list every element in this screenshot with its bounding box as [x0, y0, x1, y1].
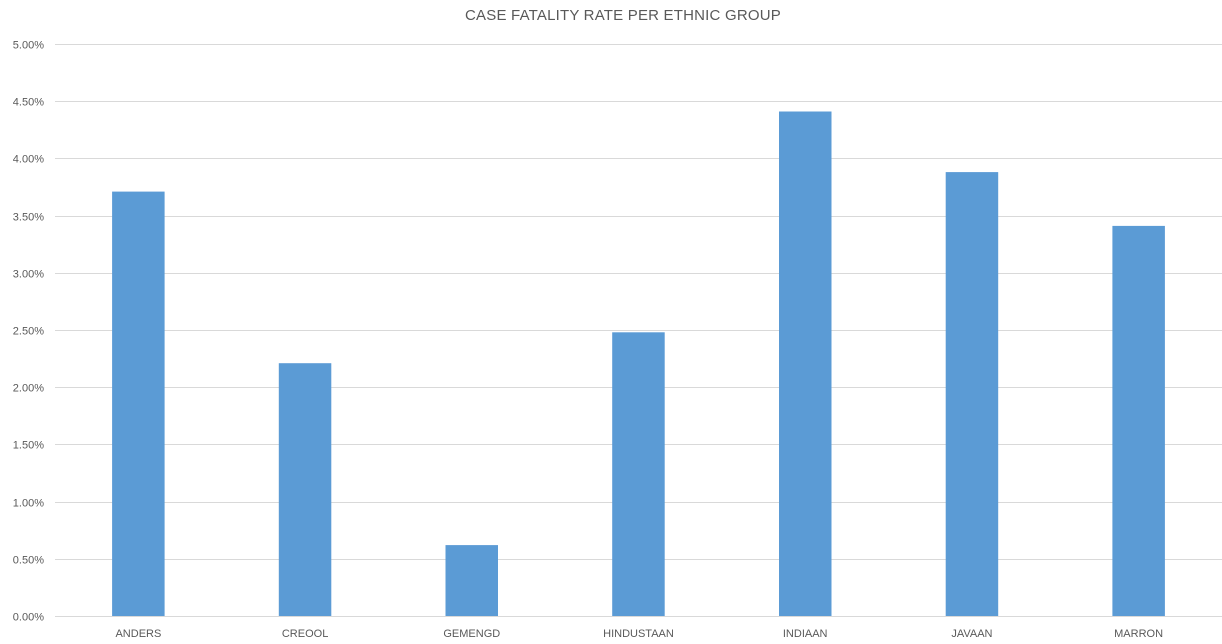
y-tick-label: 1.50% — [13, 440, 44, 452]
y-tick-label: 4.00% — [13, 154, 44, 166]
bar-gemengd — [445, 545, 498, 616]
bar-indiaan — [779, 111, 832, 616]
x-tick-label: HINDUSTAAN — [603, 628, 674, 640]
y-tick-label: 2.00% — [13, 383, 44, 395]
bar-marron — [1112, 225, 1165, 616]
y-tick-label: 3.00% — [13, 269, 44, 281]
y-tick-label: 5.00% — [13, 40, 44, 52]
bar-anders — [112, 191, 165, 616]
y-tick-label: 0.50% — [13, 555, 44, 567]
bar-creool — [278, 363, 332, 616]
x-axis-labels: ANDERS CREOOL GEMENGD HINDUSTAAN INDIAAN JAVA… — [115, 628, 1163, 640]
x-tick-label: CREOOL — [282, 628, 328, 640]
y-tick-label: 3.50% — [13, 212, 44, 224]
y-tick-label: 4.50% — [13, 97, 44, 109]
x-tick-label: INDIAAN — [783, 628, 828, 640]
y-tick-label: 0.00% — [13, 612, 44, 624]
x-tick-label: GEMENGD — [443, 628, 500, 640]
y-tick-label: 2.50% — [13, 326, 44, 338]
x-tick-label: MARRON — [1114, 628, 1163, 640]
y-tick-label: 1.00% — [13, 498, 44, 510]
y-axis-ticks: 0.00% 0.50% 1.00% 1.50% 2.00% 2.50% 3.00% 3.50%… — [13, 40, 44, 624]
chart-title: CASE FATALITY RATE PER ETHNIC GROUP — [465, 7, 781, 24]
x-tick-label: ANDERS — [115, 628, 161, 640]
bar-hindustaan — [612, 332, 665, 616]
x-tick-label: JAVAAN — [951, 628, 992, 640]
bars — [112, 111, 1165, 616]
bar-javaan — [945, 172, 999, 616]
